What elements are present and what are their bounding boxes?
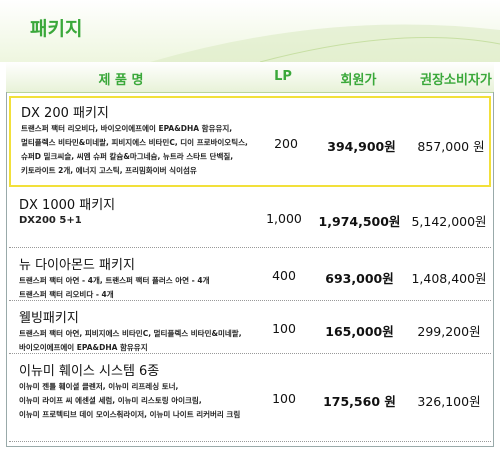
product-item: 슈퍼D 밀크씨슬, 씨엠 슈퍼 칼슘&마그네슘, 뉴트라 스타트 단백질, <box>21 152 234 161</box>
product-item: 이뉴미 라이프 씨 에센셜 세럼, 이뉴미 리스토링 아이크림, <box>19 396 202 405</box>
retail-price: 326,100원 <box>417 394 481 409</box>
decoration <box>150 24 500 62</box>
lp: 400 <box>272 267 296 283</box>
product-name: 이뉴미 훼이스 시스템 6종 <box>19 364 160 379</box>
product-item: 키토라이트 2개, 에너지 고스틱, 프리밈화이버 식이섬유 <box>21 166 197 175</box>
retail-price: 299,200원 <box>417 323 481 339</box>
column-label: 제 품 명 <box>98 73 144 88</box>
title: 패키지 <box>30 18 83 40</box>
lp: 1,000 <box>266 211 302 226</box>
product-item: 멀티플렉스 비타민&미네랄, 피비지에스 비타민C, 디이 프로바이오틱스, <box>21 138 248 147</box>
product-name: DX 1000 패키지 <box>19 198 116 213</box>
product-name: 뉴 다이아몬드 패키지 <box>19 258 135 273</box>
column-header: 제 품 명 LP 회원가 권장소비자가 <box>6 62 494 93</box>
header-band: 패키지 <box>0 0 500 62</box>
product-name: DX 200 패키지 <box>21 106 109 121</box>
table-row: DX 1000 패키지 DX200 5+1 1,000 1,974,500원 5,142… <box>9 190 491 248</box>
lp: 100 <box>272 320 296 336</box>
member-price: 394,900원 <box>327 138 396 154</box>
column-label: 회원가 <box>340 73 377 88</box>
product-item: 바이오이에프에이 EPA&DHA 함유유지 <box>19 343 148 352</box>
member-price: 165,000원 <box>325 323 394 339</box>
retail-price: 5,142,000원 <box>411 214 487 229</box>
column-label: LP <box>274 69 292 84</box>
retail-price: 1,408,400원 <box>411 270 487 286</box>
product-item: 트랜스퍼 팩터 리오비다 - 4개 <box>19 290 114 299</box>
column-label: 권장소비자가 <box>420 73 492 88</box>
lp: 100 <box>272 391 296 406</box>
product-item: DX200 5+1 <box>19 215 82 226</box>
product-item: 트랜스퍼 팩터 리오비다, 바이오이에프에이 EPA&DHA 함유유지, <box>21 124 233 133</box>
product-item: 이뉴미 젠틀 훼이셜 클렌저, 이뉴미 리프레싱 토너, <box>19 382 179 391</box>
product-item: 트랜스퍼 팩터 아연 - 4개, 트랜스퍼 팩터 플러스 아연 - 4개 <box>19 276 210 285</box>
lp: 200 <box>274 135 298 151</box>
product-name: 웰빙패키지 <box>19 311 79 326</box>
member-price: 1,974,500원 <box>318 214 401 229</box>
member-price: 175,560 원 <box>323 394 396 409</box>
product-item: 트랜스퍼 팩터 아연, 피비지에스 비타민C, 멀티플렉스 비타민&미네랄, <box>19 329 242 338</box>
product-item: 이뉴미 프로텍티브 데이 모이스춰라이저, 이뉴미 나이트 리커버리 크림 <box>19 410 241 419</box>
retail-price: 857,000 원 <box>417 138 485 154</box>
member-price: 693,000원 <box>325 270 394 286</box>
